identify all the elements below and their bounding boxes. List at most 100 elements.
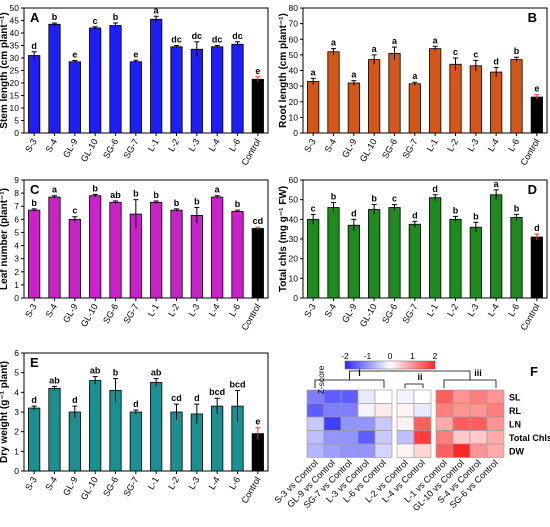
y-tick-label: 40 — [289, 214, 299, 224]
bar — [347, 82, 360, 134]
bar — [89, 27, 102, 134]
x-tick-label: L-4 — [486, 137, 501, 153]
significance-label: a — [215, 185, 221, 195]
panel-letter: C — [30, 182, 40, 197]
bar — [449, 63, 462, 134]
bar — [211, 46, 224, 134]
y-tick-label: 25 — [10, 66, 20, 76]
significance-label: d — [72, 395, 78, 405]
plot-frame — [23, 179, 269, 299]
y-tick-label: 20 — [289, 254, 299, 264]
significance-label: ab — [49, 375, 60, 385]
panel-letter: E — [30, 355, 39, 370]
heatmap-cell — [357, 443, 376, 458]
significance-label: a — [494, 179, 500, 189]
row-label: DW — [509, 447, 524, 457]
bar — [231, 43, 244, 134]
plot-frame — [23, 352, 269, 472]
dendrogram — [314, 370, 497, 388]
dendrogram-branch — [349, 370, 471, 380]
bar — [190, 214, 203, 299]
y-tick-label: 35 — [10, 41, 20, 51]
bar — [368, 209, 381, 299]
bar — [510, 59, 523, 134]
bar — [170, 46, 183, 134]
heatmap-cell — [306, 403, 325, 418]
heatmap-cell — [486, 416, 505, 431]
x-tick-label: SG-7 — [121, 302, 140, 325]
x-tick-label: L-6 — [227, 302, 242, 318]
y-tick-label: 9 — [14, 175, 19, 185]
heatmap-cell — [396, 389, 415, 404]
y-tick-label: 2 — [14, 427, 19, 437]
significance-label: e — [255, 66, 260, 76]
x-tick-label: SG-6 — [380, 137, 399, 160]
bar — [89, 380, 102, 472]
panel-letter: F — [530, 364, 538, 379]
heatmap-cell — [396, 430, 415, 445]
y-tick-label: 0 — [293, 293, 298, 303]
x-tick-label: GL-9 — [61, 302, 80, 324]
bar — [429, 197, 442, 299]
significance-label: e — [534, 84, 539, 94]
significance-label: b — [113, 12, 119, 22]
panel-letter: B — [528, 10, 537, 25]
x-tick-label: Control — [518, 137, 541, 167]
y-tick-label: 3 — [14, 254, 19, 264]
heatmap-cell — [323, 416, 342, 431]
heatmap-cell — [413, 430, 432, 445]
y-tick-label: 30 — [289, 81, 299, 91]
y-tick-label: 20 — [289, 97, 299, 107]
significance-label: b — [92, 183, 98, 193]
bar — [327, 207, 340, 299]
bar — [150, 18, 163, 134]
bar — [211, 196, 224, 299]
significance-label: b — [113, 368, 119, 378]
heatmap-cell — [323, 403, 342, 418]
heatmap-cell — [435, 403, 454, 418]
bar — [28, 209, 41, 299]
significance-label: d — [493, 56, 499, 66]
significance-label: b — [133, 189, 139, 199]
x-tick-label: SG-6 — [101, 475, 120, 498]
significance-label: b — [514, 203, 520, 213]
y-tick-label: 60 — [289, 34, 299, 44]
heatmap-cell — [374, 430, 393, 445]
heatmap-cell — [413, 443, 432, 458]
y-tick-label: 7 — [14, 201, 19, 211]
significance-label: e — [72, 50, 77, 60]
x-tick-label: L-3 — [186, 302, 201, 318]
heatmap-cell — [306, 430, 325, 445]
x-tick-label: Control — [518, 302, 541, 332]
x-tick-label: L-3 — [465, 302, 480, 318]
y-tick-label: 45 — [10, 16, 20, 26]
y-tick-label: 6 — [14, 348, 19, 358]
heatmap-cell — [413, 389, 432, 404]
significance-label: d — [31, 395, 37, 405]
x-tick-label: L-3 — [465, 137, 480, 153]
y-tick-label: 60 — [289, 175, 299, 185]
x-tick-label: SG-6 — [101, 302, 120, 325]
bar — [449, 218, 462, 299]
x-tick-label: GL-9 — [61, 475, 80, 497]
heatmap-cell — [340, 416, 359, 431]
x-tick-label: L-1 — [146, 475, 161, 491]
bar — [109, 389, 122, 472]
x-tick-label: S-4 — [44, 137, 60, 154]
bar — [408, 83, 421, 134]
y-tick-label: 70 — [289, 19, 299, 29]
row-label: LN — [509, 420, 521, 430]
x-tick-label: SG-6 — [101, 137, 120, 160]
heatmap-cell — [374, 389, 393, 404]
bar — [388, 207, 401, 299]
x-tick-label: L-1 — [425, 302, 440, 318]
heatmap-cell — [486, 443, 505, 458]
cluster-label: iii — [474, 368, 482, 378]
x-tick-label: GL-10 — [79, 302, 100, 329]
x-tick-label: L-4 — [207, 302, 222, 318]
significance-label: b — [453, 205, 459, 215]
x-tick-label: GL-10 — [79, 137, 100, 164]
bar — [129, 411, 142, 472]
significance-label: d — [534, 223, 540, 233]
